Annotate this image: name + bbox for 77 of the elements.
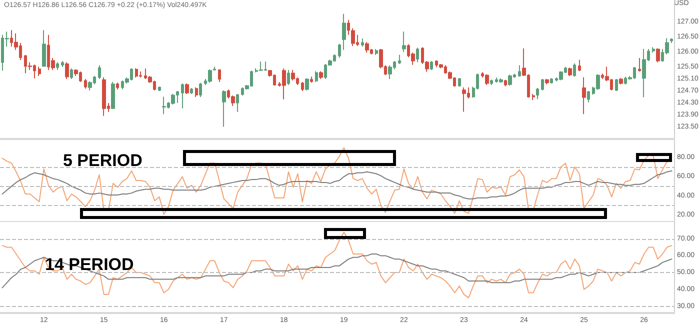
candlestick [568, 67, 572, 76]
candlestick [236, 94, 239, 112]
candlestick [111, 82, 115, 110]
candlestick [208, 68, 212, 84]
candlestick [508, 74, 512, 86]
candlestick [139, 71, 142, 78]
candlestick [70, 68, 73, 80]
candlestick [518, 64, 521, 78]
candlestick [375, 48, 378, 56]
candlestick [38, 66, 41, 76]
candlestick [56, 62, 59, 70]
candlestick [162, 96, 166, 115]
candlestick [532, 94, 535, 100]
candlestick [185, 83, 189, 94]
candlestick [398, 54, 401, 64]
candlestick [504, 79, 507, 87]
candlestick [490, 79, 493, 86]
text: 14 PERIOD [45, 255, 134, 274]
candlestick [181, 83, 184, 109]
candlestick [213, 66, 216, 72]
candlestick [259, 61, 263, 72]
candlestick [416, 47, 419, 63]
candlestick [158, 86, 161, 92]
candlestick [536, 88, 539, 100]
candlestick [619, 78, 623, 85]
candlestick [171, 94, 175, 105]
candlestick [582, 76, 586, 115]
candlestick [315, 70, 318, 82]
candlestick [342, 13, 346, 50]
candlestick [338, 43, 341, 58]
candlestick [638, 58, 641, 72]
candlestick [499, 78, 503, 84]
candlestick [587, 90, 590, 103]
candlestick [135, 68, 138, 78]
candlestick [485, 74, 489, 86]
candlestick [199, 82, 202, 98]
candlestick [190, 88, 193, 94]
candlestick [84, 78, 87, 90]
candlestick [578, 59, 581, 72]
candlestick [361, 38, 364, 48]
candlestick [670, 38, 673, 44]
candlestick [287, 70, 290, 86]
candlestick [430, 60, 433, 70]
candlestick [61, 60, 64, 68]
candlestick [402, 31, 406, 52]
candlestick [559, 70, 563, 81]
line-series [2, 170, 672, 200]
candlestick [550, 78, 553, 84]
candlestick [301, 82, 304, 92]
candlestick [656, 48, 660, 63]
candlestick [42, 30, 46, 68]
candlestick [102, 76, 106, 116]
candlestick [116, 82, 119, 90]
candlestick [388, 64, 392, 80]
candlestick [573, 62, 576, 78]
candlestick [365, 42, 369, 54]
text: 5 PERIOD [63, 151, 142, 170]
candlestick [319, 70, 323, 80]
candlestick [545, 78, 549, 85]
candlestick [541, 78, 544, 91]
candlestick [305, 78, 309, 91]
candlestick [218, 68, 221, 82]
line-series [2, 254, 672, 288]
candlestick [310, 76, 313, 84]
line-series [2, 232, 672, 298]
candlestick [222, 90, 226, 128]
candlestick [615, 78, 618, 92]
candlestick [65, 62, 69, 80]
candlestick [458, 78, 461, 88]
candlestick [642, 48, 646, 98]
candlestick [291, 70, 295, 81]
candlestick [596, 74, 600, 90]
candlestick [98, 64, 101, 80]
candlestick [652, 46, 655, 54]
candlestick [195, 86, 198, 98]
candlestick [462, 86, 466, 112]
candlestick [282, 68, 286, 100]
